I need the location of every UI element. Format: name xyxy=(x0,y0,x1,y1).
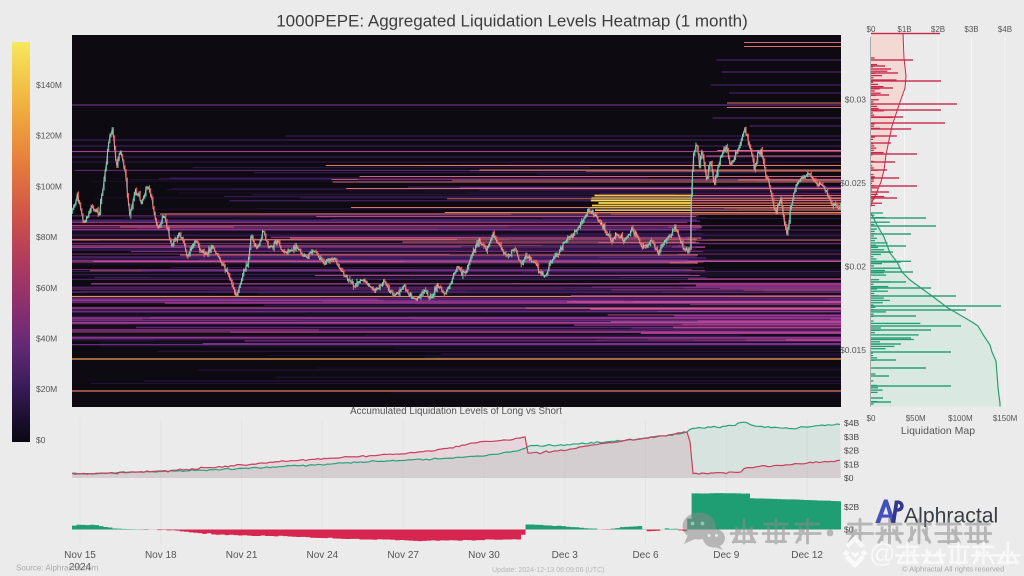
svg-text:$0.025: $0.025 xyxy=(840,178,866,188)
svg-text:Dec 9: Dec 9 xyxy=(713,550,740,561)
svg-text:2024: 2024 xyxy=(69,562,92,573)
svg-text:$120M: $120M xyxy=(36,131,62,141)
svg-text:$0.015: $0.015 xyxy=(840,345,866,355)
svg-text:1000PEPE: Aggregated Liquidati: 1000PEPE: Aggregated Liquidation Levels … xyxy=(276,12,748,31)
svg-text:$20M: $20M xyxy=(36,384,57,394)
svg-text:Accumulated Liquidation Levels: Accumulated Liquidation Levels of Long v… xyxy=(350,406,562,417)
svg-text:$3B: $3B xyxy=(964,25,978,34)
svg-text:$0: $0 xyxy=(844,473,854,483)
svg-text:$0.03: $0.03 xyxy=(845,95,867,105)
svg-text:$40M: $40M xyxy=(36,334,57,344)
svg-text:$4B: $4B xyxy=(844,418,859,428)
svg-text:$1B: $1B xyxy=(897,25,911,34)
svg-text:Source: Alphractal.com: Source: Alphractal.com xyxy=(16,564,99,573)
svg-text:$0: $0 xyxy=(36,435,46,445)
svg-text:$0: $0 xyxy=(844,525,854,535)
svg-text:$100M: $100M xyxy=(36,181,62,191)
svg-text:$0: $0 xyxy=(867,25,876,34)
svg-text:Update: 2024-12-13 06:09:06 (U: Update: 2024-12-13 06:09:06 (UTC) xyxy=(492,567,604,574)
svg-text:Nov 18: Nov 18 xyxy=(145,550,177,561)
svg-text:Nov 24: Nov 24 xyxy=(307,550,339,561)
svg-text:$80M: $80M xyxy=(36,232,57,242)
svg-text:Liquidation Map: Liquidation Map xyxy=(901,425,975,437)
svg-text:$100M: $100M xyxy=(948,414,973,423)
svg-text:Nov 21: Nov 21 xyxy=(226,550,258,561)
svg-text:$3B: $3B xyxy=(844,432,859,442)
svg-text:$1B: $1B xyxy=(844,459,859,469)
svg-text:Nov 15: Nov 15 xyxy=(64,550,96,561)
svg-text:$2B: $2B xyxy=(844,502,859,512)
svg-text:$2B: $2B xyxy=(931,25,945,34)
svg-text:Dec 12: Dec 12 xyxy=(791,550,823,561)
svg-text:$50M: $50M xyxy=(906,414,926,423)
svg-text:Nov 30: Nov 30 xyxy=(468,550,500,561)
svg-text:@: @ xyxy=(869,538,895,568)
svg-text:Dec 6: Dec 6 xyxy=(632,550,659,561)
svg-text:$4B: $4B xyxy=(998,25,1012,34)
svg-text:$60M: $60M xyxy=(36,283,57,293)
svg-text:Alphractal: Alphractal xyxy=(904,505,998,528)
svg-text:© Alphractal All rights reserv: © Alphractal All rights reserved xyxy=(902,565,1004,574)
svg-text:$2B: $2B xyxy=(844,446,859,456)
svg-text:Nov 27: Nov 27 xyxy=(387,550,419,561)
svg-text:Dec 3: Dec 3 xyxy=(552,550,579,561)
svg-text:$0.02: $0.02 xyxy=(845,262,867,272)
svg-text:$140M: $140M xyxy=(36,80,62,90)
svg-text:$0: $0 xyxy=(867,414,876,423)
svg-text:$150M: $150M xyxy=(993,414,1018,423)
